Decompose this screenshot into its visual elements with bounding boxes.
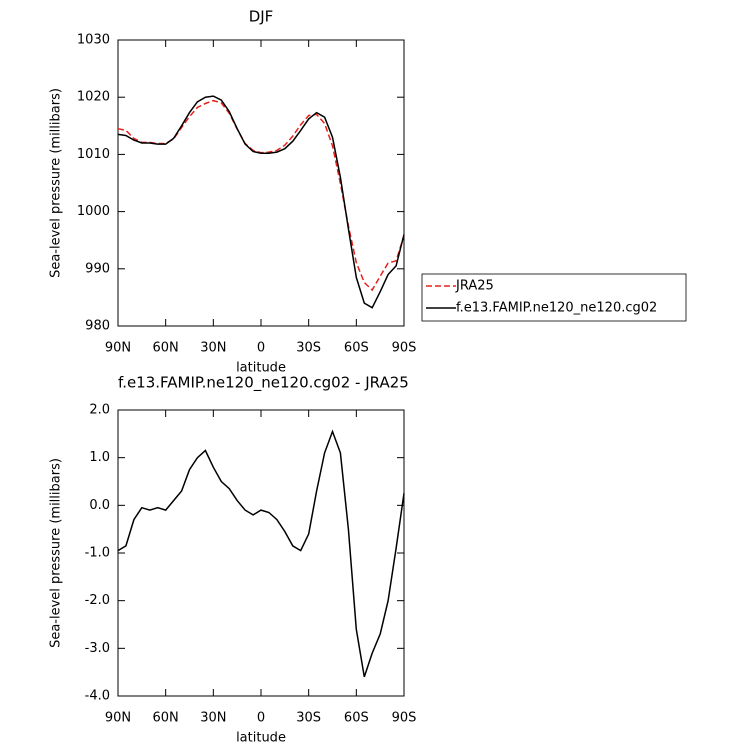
x-tick-label: 90N (105, 711, 131, 726)
y-tick-label: 1.0 (89, 450, 110, 465)
x-tick-label: 90N (105, 341, 131, 356)
x-tick-label: 0 (257, 341, 265, 356)
legend-label: JRA25 (455, 279, 494, 294)
chart-title: f.e13.FAMIP.ne120_ne120.cg02 - JRA25 (118, 374, 409, 393)
y-tick-label: 1010 (77, 147, 110, 162)
plot-frame (117, 39, 405, 327)
y-tick-label: -4.0 (85, 689, 110, 704)
chart-title: DJF (249, 8, 274, 26)
data-line (117, 95, 405, 309)
y-tick-label: -3.0 (85, 641, 110, 656)
x-tick-label: 30N (200, 711, 226, 726)
y-tick-label: 980 (85, 319, 110, 334)
x-tick-label: 30S (296, 341, 321, 356)
data-line (117, 99, 405, 292)
y-tick-label: 1000 (77, 204, 110, 219)
y-tick-label: 990 (85, 261, 110, 276)
y-tick-label: 1020 (77, 90, 110, 105)
x-tick-label: 30N (200, 341, 226, 356)
x-tick-label: 60S (344, 711, 369, 726)
y-axis-label: Sea-level pressure (millibars) (49, 88, 64, 278)
x-axis-label: latitude (236, 731, 286, 746)
legend-box (421, 273, 687, 322)
y-tick-label: -1.0 (85, 546, 110, 561)
plot-frame (117, 409, 405, 697)
x-tick-label: 30S (296, 711, 321, 726)
y-axis-label: Sea-level pressure (millibars) (49, 458, 64, 648)
x-tick-label: 60N (153, 341, 179, 356)
legend-label: f.e13.FAMIP.ne120_ne120.cg02 (456, 301, 657, 316)
x-tick-label: 90S (392, 341, 417, 356)
y-tick-label: 0.0 (89, 498, 110, 513)
x-tick-label: 60N (153, 711, 179, 726)
y-tick-label: -2.0 (85, 593, 110, 608)
data-line (117, 429, 405, 678)
x-tick-label: 60S (344, 341, 369, 356)
x-axis-label: latitude (236, 361, 286, 376)
y-tick-label: 1030 (77, 33, 110, 48)
x-tick-label: 90S (392, 711, 417, 726)
y-tick-label: 2.0 (89, 403, 110, 418)
x-tick-label: 0 (257, 711, 265, 726)
